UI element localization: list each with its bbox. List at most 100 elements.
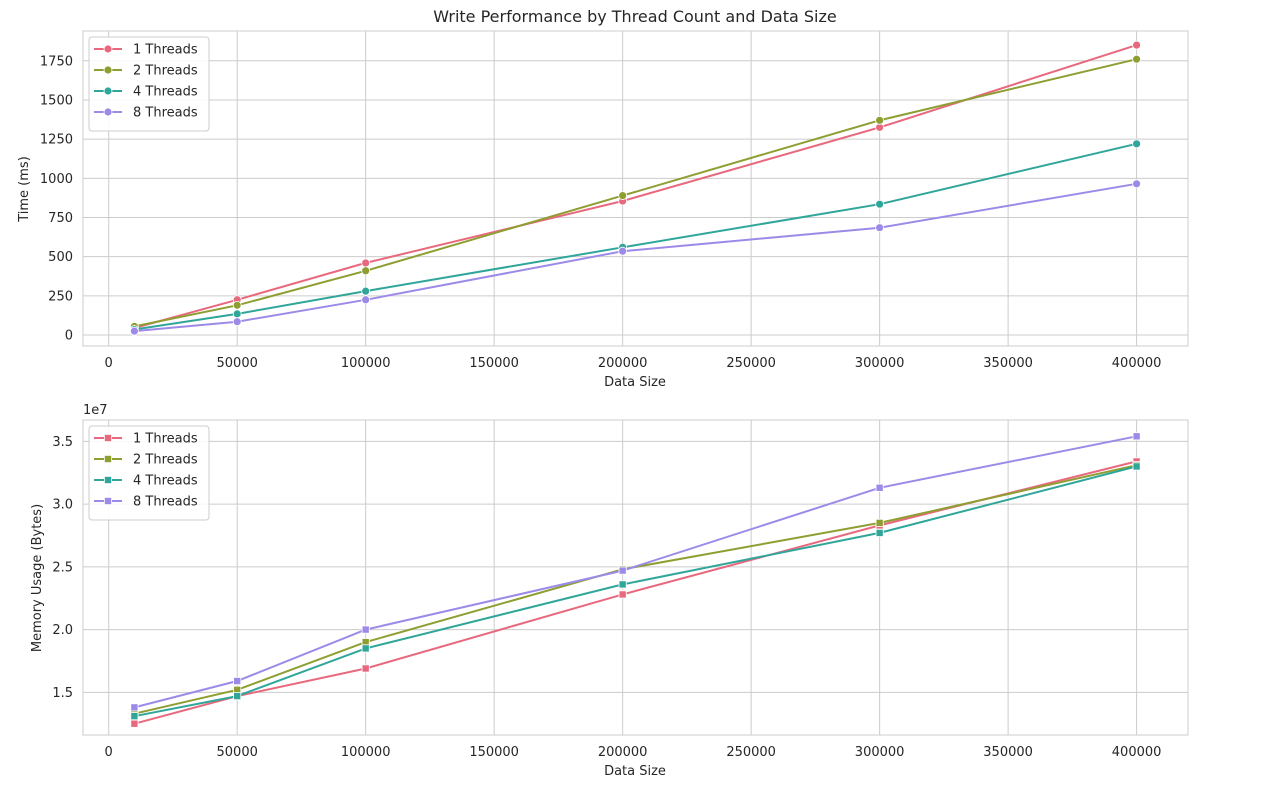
data-point: [361, 664, 370, 673]
x-axis-label: Data Size: [604, 375, 666, 390]
legend-swatch-marker: [103, 86, 113, 96]
x-tick-label: 400000: [1112, 745, 1162, 760]
legend-label: 4 Threads: [133, 85, 198, 100]
plot-area: [82, 419, 1189, 736]
data-point: [1132, 40, 1142, 50]
x-tick-label: 350000: [983, 745, 1033, 760]
data-point: [1132, 462, 1141, 471]
data-point: [361, 295, 371, 305]
x-tick-label: 250000: [726, 356, 776, 371]
data-point: [618, 566, 627, 575]
y-tick-label: 2.0: [52, 623, 73, 638]
data-point: [361, 625, 370, 634]
legend: 1 Threads 2 Threads 4 Threads 8 Threads: [88, 36, 210, 132]
x-tick-label: 200000: [598, 745, 648, 760]
x-tick-label: 0: [105, 356, 113, 371]
x-tick-label: 150000: [469, 356, 519, 371]
data-point: [618, 191, 628, 200]
grid-lines: [83, 31, 1188, 346]
data-point: [130, 712, 139, 721]
chart-title: Write Performance by Thread Count and Da…: [433, 7, 836, 26]
legend-label: 1 Threads: [133, 43, 198, 58]
y-tick-label: 1.5: [52, 686, 73, 701]
x-tick-label: 50000: [217, 356, 258, 371]
legend-swatch-marker: [104, 475, 113, 484]
y-tick-labels: 1.5 2.0 2.5 3.0 3.5: [52, 435, 73, 701]
y-offset-label: 1e7: [83, 403, 108, 418]
series-line: [134, 464, 1137, 715]
data-point: [361, 644, 370, 653]
x-tick-labels: 0 50000 100000 150000 200000 250000 300000 3500…: [105, 356, 1162, 371]
series-line: [134, 142, 1137, 331]
data-point: [233, 677, 242, 686]
data-point: [1132, 139, 1142, 149]
x-axis-label: Data Size: [604, 764, 666, 779]
data-point: [130, 719, 139, 728]
data-point: [361, 266, 371, 276]
y-tick-label: 1250: [40, 133, 73, 148]
series-line: [134, 44, 1137, 329]
legend-swatch-marker: [103, 44, 113, 54]
data-point: [129, 326, 139, 336]
data-point: [233, 692, 242, 701]
legend-label: 8 Threads: [133, 495, 198, 510]
series-line: [134, 460, 1137, 725]
y-tick-label: 750: [48, 211, 73, 226]
series-line: [134, 58, 1137, 328]
x-tick-label: 100000: [341, 745, 391, 760]
y-axis-label: Time (ms): [17, 156, 32, 223]
data-point: [875, 199, 885, 209]
series-lines: [129, 40, 1142, 336]
data-point: [1132, 54, 1142, 64]
memory-chart: 0 50000 100000 150000 200000 250000 300000 3500…: [30, 403, 1189, 779]
grid-lines: [83, 420, 1188, 735]
x-tick-label: 150000: [469, 745, 519, 760]
data-point: [1132, 432, 1141, 441]
y-axis-label: Memory Usage (Bytes): [30, 504, 45, 652]
data-point: [875, 115, 885, 125]
legend-box: [88, 36, 210, 132]
legend-label: 2 Threads: [133, 64, 198, 79]
data-point: [130, 703, 139, 712]
legend-swatch-marker: [104, 454, 113, 463]
y-tick-label: 2.5: [52, 560, 73, 575]
data-point: [361, 258, 371, 268]
legend-swatch-marker: [104, 433, 113, 442]
data-point: [232, 317, 242, 327]
y-tick-labels: 0 250 500 750 1000 1250 1500 1750: [40, 54, 73, 343]
series-lines: [130, 432, 1141, 728]
y-tick-label: 250: [48, 289, 73, 304]
data-point: [232, 309, 242, 319]
data-point: [875, 518, 884, 527]
data-point: [618, 246, 628, 256]
data-point: [875, 483, 884, 492]
x-tick-labels: 0 50000 100000 150000 200000 250000 300000 3500…: [105, 745, 1162, 760]
legend-label: 1 Threads: [133, 432, 198, 447]
y-tick-label: 0: [65, 329, 73, 344]
legend: 1 Threads 2 Threads 4 Threads 8 Threads: [88, 425, 210, 521]
legend-label: 8 Threads: [133, 106, 198, 121]
x-tick-label: 100000: [341, 356, 391, 371]
legend-label: 4 Threads: [133, 474, 198, 489]
x-tick-label: 400000: [1112, 356, 1162, 371]
data-point: [1132, 179, 1142, 189]
y-tick-label: 500: [48, 250, 73, 265]
data-point: [875, 223, 885, 233]
x-tick-label: 250000: [726, 745, 776, 760]
y-tick-label: 3.5: [52, 435, 73, 450]
x-tick-label: 300000: [855, 356, 905, 371]
legend-swatch-marker: [104, 496, 113, 505]
x-tick-label: 200000: [598, 356, 648, 371]
data-point: [232, 300, 242, 310]
data-point: [618, 580, 627, 589]
legend-swatch-marker: [103, 107, 113, 117]
series-line: [134, 435, 1137, 709]
time-chart: Write Performance by Thread Count and Da…: [17, 7, 1189, 390]
x-tick-label: 350000: [983, 356, 1033, 371]
plot-area: [82, 30, 1189, 347]
y-tick-label: 1000: [40, 172, 73, 187]
series-line: [134, 182, 1137, 333]
x-tick-label: 50000: [217, 745, 258, 760]
x-tick-label: 0: [105, 745, 113, 760]
